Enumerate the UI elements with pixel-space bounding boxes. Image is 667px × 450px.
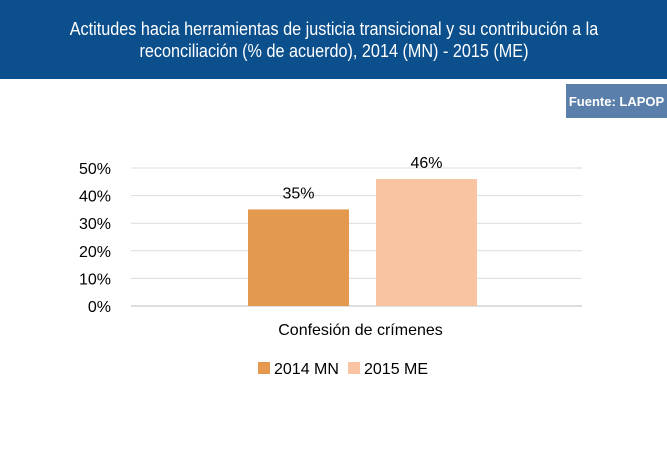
legend-label: 2015 ME	[364, 361, 428, 378]
legend-label: 2014 MN	[274, 361, 339, 378]
bar-2014-mn	[248, 209, 349, 306]
chart-title: Actitudes hacia herramientas de justicia…	[69, 18, 598, 61]
legend-swatch-2015-me	[348, 362, 360, 374]
y-tick-label: 20%	[79, 244, 111, 261]
y-tick-label: 0%	[88, 299, 111, 316]
category-label: Confesión de crímenes	[278, 322, 443, 339]
data-label: 46%	[410, 155, 442, 172]
data-label: 35%	[282, 185, 314, 202]
y-tick-label: 10%	[79, 271, 111, 288]
chart-header: Actitudes hacia herramientas de justicia…	[0, 0, 667, 79]
bar-2015-me	[376, 179, 477, 306]
source-badge: Fuente: LAPOP	[566, 84, 667, 118]
y-tick-label: 40%	[79, 189, 111, 206]
y-tick-label: 50%	[79, 161, 111, 178]
y-tick-label: 30%	[79, 216, 111, 233]
legend-swatch-2014-mn	[258, 362, 270, 374]
